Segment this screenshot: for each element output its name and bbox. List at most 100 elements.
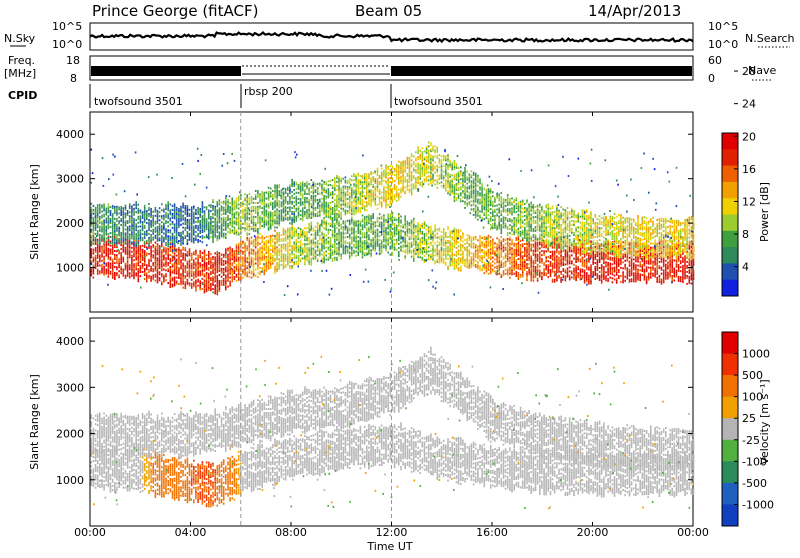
data-cell [289,237,291,239]
data-cell [479,241,481,243]
data-cell [458,257,460,259]
data-cell [165,253,167,255]
data-cell [302,249,304,251]
data-cell [195,268,197,270]
data-cell [221,280,223,282]
data-cell [548,264,550,266]
data-cell [370,217,372,219]
data-cell [189,237,191,239]
data-cell [362,234,364,236]
data-cell [671,259,673,261]
data-cell [298,247,300,249]
data-cell [422,243,424,245]
data-cell [462,253,464,255]
data-cell [475,264,477,266]
data-cell [259,243,261,245]
data-cell [511,259,513,261]
data-cell [428,256,430,258]
data-cell [308,255,310,257]
data-cell [667,276,669,278]
data-cell [443,244,445,246]
data-cell [590,270,592,272]
data-cell [144,278,146,280]
data-cell [454,240,456,242]
data-cell [300,246,302,248]
data-cell [157,232,159,234]
data-cell [656,267,658,269]
data-cell [496,249,498,251]
data-cell [524,267,526,269]
data-cell [530,244,532,246]
data-cell [498,271,500,273]
data-cell [138,226,140,228]
data-cell [419,246,421,248]
data-cell [603,254,605,256]
data-cell [174,237,176,239]
data-cell [548,276,550,278]
data-cell [451,248,453,250]
data-cell [539,259,541,261]
data-cell [103,233,105,235]
data-cell [669,270,671,272]
data-cell [125,209,127,211]
data-cell [212,276,214,278]
data-cell [146,280,148,282]
data-cell [524,253,526,255]
data-cell [140,249,142,251]
data-cell [176,273,178,275]
data-cell [481,255,483,257]
data-cell [528,263,530,265]
data-cell [614,259,616,261]
data-cell [381,226,383,228]
data-cell [155,229,157,231]
data-cell [428,236,430,238]
data-cell [152,225,154,227]
data-cell [370,255,372,257]
data-cell [554,255,556,257]
data-cell [573,276,575,278]
data-cell [340,226,342,228]
data-cell [458,241,460,243]
data-cell [528,259,530,261]
data-cell [629,257,631,259]
data-cell [488,235,490,237]
data-cell [449,241,451,243]
data-cell [317,246,319,248]
data-cell [355,235,357,237]
data-cell [516,247,518,249]
data-cell [155,227,157,229]
data-cell [516,243,518,245]
data-cell [97,261,99,263]
data-cell [545,264,547,266]
data-cell [358,252,360,254]
data-cell [144,237,146,239]
data-cell [351,219,353,221]
data-cell [123,207,125,209]
data-cell [334,251,336,253]
data-cell [189,235,191,237]
data-cell [590,276,592,278]
data-cell [159,267,161,269]
data-cell [505,269,507,271]
data-cell [447,252,449,254]
data-cell [407,241,409,243]
data-cell [93,257,95,259]
data-cell [552,265,554,267]
data-cell [217,281,219,283]
data-cell [178,271,180,273]
data-cell [336,257,338,259]
data-cell [206,276,208,278]
data-cell [411,238,413,240]
data-cell [631,262,633,264]
data-cell [409,228,411,230]
data-cell [150,266,152,268]
data-cell [490,272,492,274]
data-cell [424,239,426,241]
data-cell [232,278,234,280]
data-cell [616,264,618,266]
data-cell [103,239,105,241]
data-cell [614,263,616,265]
data-cell [131,271,133,273]
data-cell [656,269,658,271]
data-cell [133,204,135,206]
